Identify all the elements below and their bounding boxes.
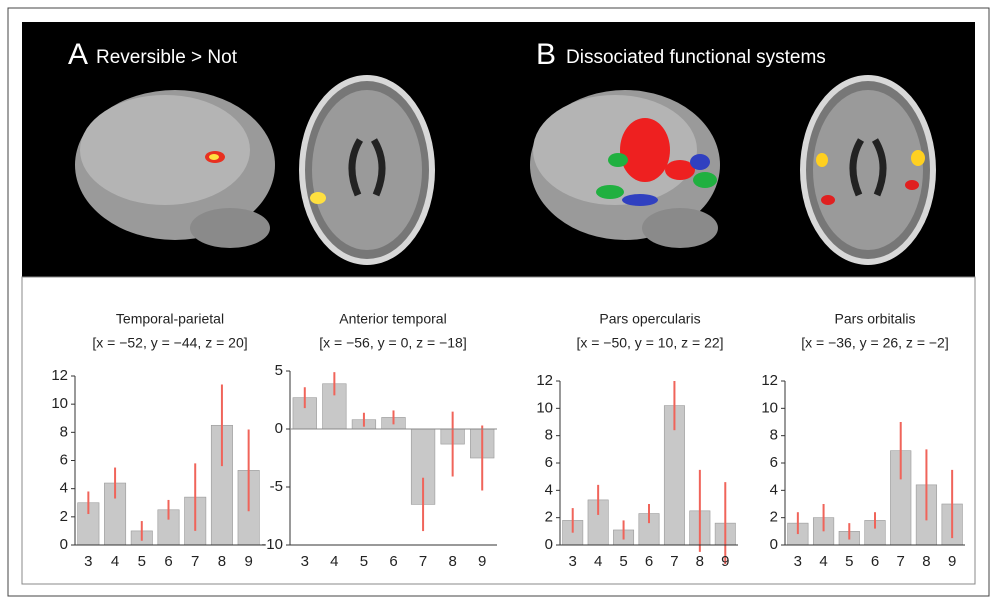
chart-title: Pars orbitalis	[835, 311, 916, 327]
x-tick-label: 6	[645, 553, 653, 570]
brain-lateral-b	[530, 90, 720, 248]
y-tick-label: 10	[51, 395, 68, 412]
x-tick-label: 8	[448, 553, 456, 570]
x-tick-label: 7	[191, 553, 199, 570]
y-tick-label: 10	[761, 399, 778, 416]
y-tick-label: 0	[545, 536, 553, 553]
chart-title: Temporal-parietal	[116, 311, 224, 327]
y-tick-label: -5	[270, 478, 283, 495]
y-tick-label: 0	[60, 536, 68, 553]
x-tick-label: 9	[948, 553, 956, 570]
panel-letter: A	[68, 38, 88, 71]
y-tick-label: 4	[60, 480, 68, 497]
y-tick-label: 2	[60, 508, 68, 525]
x-tick-label: 5	[360, 553, 368, 570]
x-tick-label: 4	[819, 553, 827, 570]
y-tick-label: 6	[545, 454, 553, 471]
x-tick-label: 6	[871, 553, 879, 570]
x-tick-label: 3	[794, 553, 802, 570]
y-tick-label: -10	[261, 536, 283, 553]
y-tick-label: 2	[545, 509, 553, 526]
x-tick-label: 5	[138, 553, 146, 570]
panel-title: Reversible > Not	[96, 47, 238, 68]
x-tick-label: 5	[619, 553, 627, 570]
chart-subtitle: [x = −50, y = 10, z = 22]	[576, 335, 723, 351]
x-tick-label: 9	[721, 553, 729, 570]
x-tick-label: 3	[301, 553, 309, 570]
x-tick-label: 3	[84, 553, 92, 570]
y-tick-label: 8	[60, 423, 68, 440]
chart-subtitle: [x = −52, y = −44, z = 20]	[92, 335, 247, 351]
panel-title: Dissociated functional systems	[566, 47, 826, 68]
y-tick-label: 4	[545, 481, 553, 498]
y-tick-label: 0	[275, 420, 283, 437]
y-tick-label: 6	[60, 451, 68, 468]
y-tick-label: 12	[536, 372, 553, 389]
y-tick-label: 8	[545, 427, 553, 444]
x-tick-label: 8	[922, 553, 930, 570]
y-tick-label: 4	[770, 481, 778, 498]
chart-subtitle: [x = −56, y = 0, z = −18]	[319, 335, 467, 351]
x-tick-label: 4	[111, 553, 119, 570]
y-tick-label: 12	[51, 367, 68, 384]
y-tick-label: 12	[761, 372, 778, 389]
x-tick-label: 4	[594, 553, 602, 570]
chart-title: Anterior temporal	[339, 311, 446, 327]
chart-title: Pars opercularis	[599, 311, 700, 327]
chart-subtitle: [x = −36, y = 26, z = −2]	[801, 335, 949, 351]
y-tick-label: 10	[536, 399, 553, 416]
y-tick-label: 6	[770, 454, 778, 471]
brain-axial-a	[299, 75, 435, 265]
x-tick-label: 4	[330, 553, 338, 570]
x-tick-label: 9	[244, 553, 252, 570]
x-tick-label: 6	[164, 553, 172, 570]
x-tick-label: 7	[670, 553, 678, 570]
brain-lateral-a	[75, 90, 275, 248]
y-tick-label: 5	[275, 362, 283, 379]
x-tick-label: 8	[218, 553, 226, 570]
x-tick-label: 8	[696, 553, 704, 570]
y-tick-label: 0	[770, 536, 778, 553]
x-tick-label: 7	[419, 553, 427, 570]
x-tick-label: 3	[569, 553, 577, 570]
panel-letter: B	[536, 38, 556, 71]
x-tick-label: 5	[845, 553, 853, 570]
x-tick-label: 6	[389, 553, 397, 570]
y-tick-label: 2	[770, 509, 778, 526]
x-tick-label: 7	[897, 553, 905, 570]
y-tick-label: 8	[770, 427, 778, 444]
x-tick-label: 9	[478, 553, 486, 570]
brain-axial-b	[800, 75, 936, 265]
